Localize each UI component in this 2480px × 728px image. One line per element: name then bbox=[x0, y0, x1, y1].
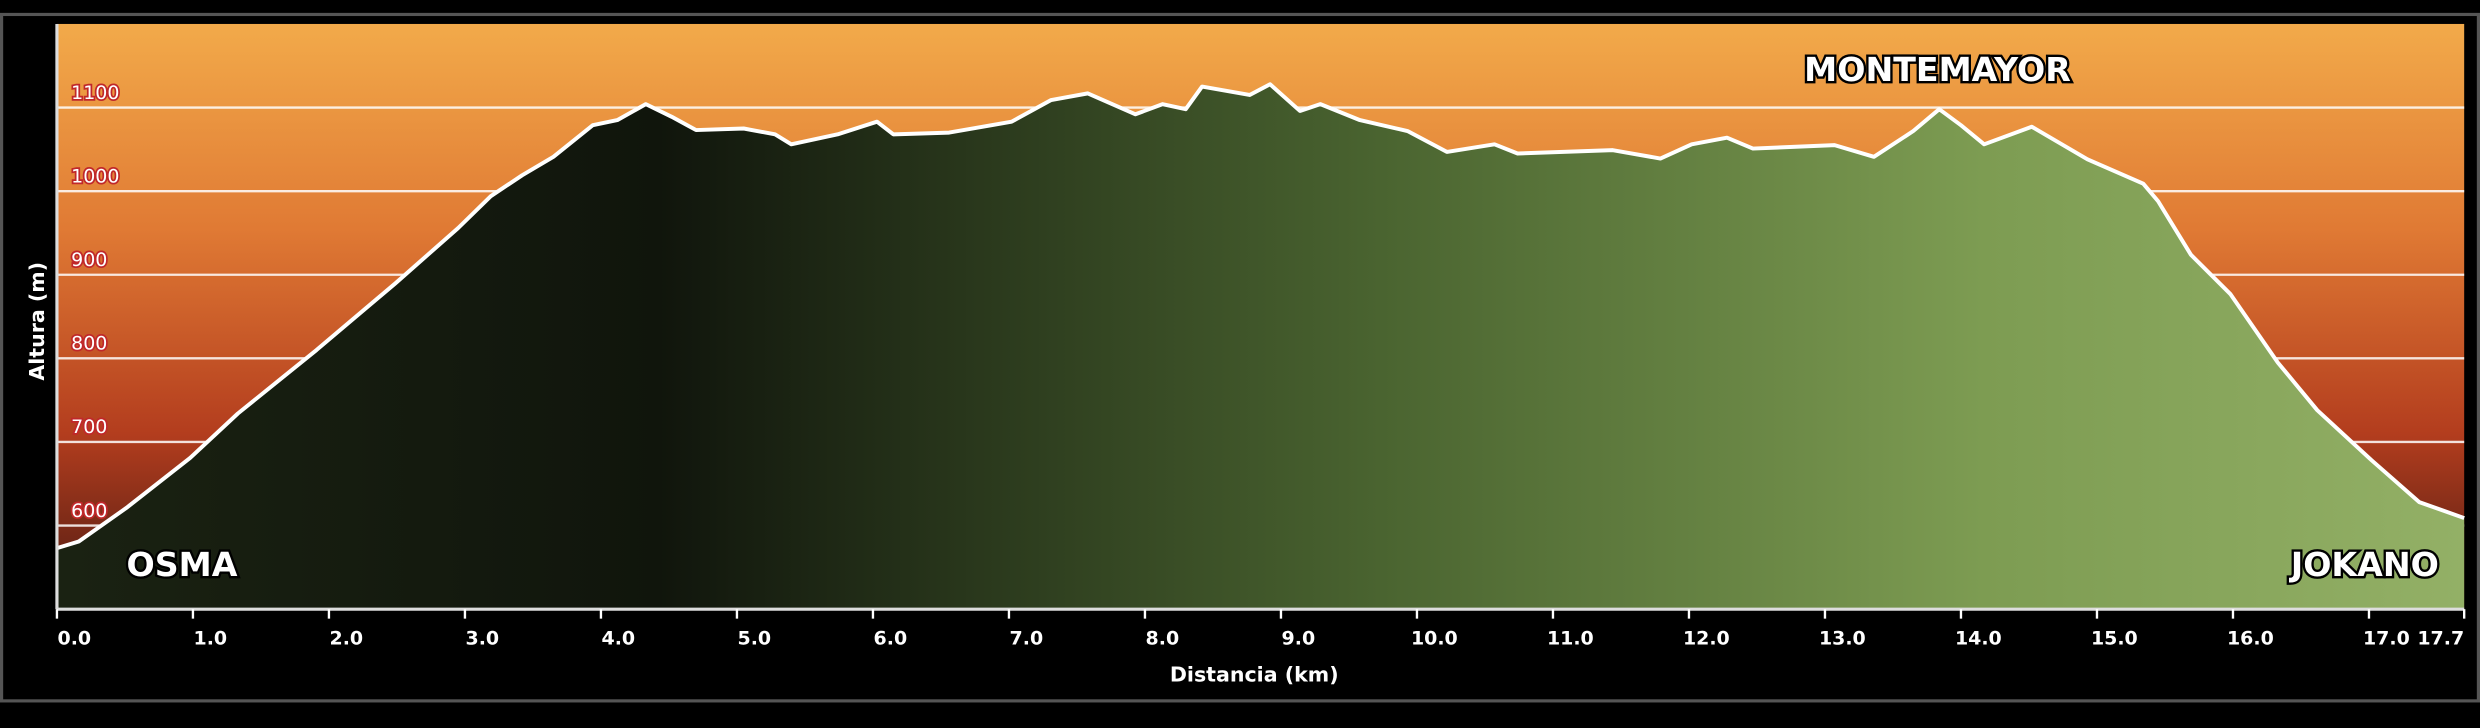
y-tick-label: 1100 bbox=[71, 82, 119, 104]
x-tick-label: 15.0 bbox=[2091, 628, 2138, 650]
x-tick-label: 2.0 bbox=[330, 628, 364, 650]
place-label: MONTEMAYOR bbox=[1804, 50, 2071, 89]
profile-line bbox=[56, 82, 2465, 550]
x-tick-label: 5.0 bbox=[738, 628, 772, 650]
x-tick-label: 1.0 bbox=[194, 628, 228, 650]
frame bbox=[0, 12, 2480, 703]
x-tick-label: 12.0 bbox=[1683, 628, 1730, 650]
y-tick-label: 700 bbox=[71, 416, 107, 438]
y-axis-title: Altura (m) bbox=[25, 262, 49, 381]
x-tick-label: 17.7 bbox=[2417, 628, 2464, 650]
place-label: OSMA bbox=[127, 545, 238, 584]
x-tick-label: 7.0 bbox=[1010, 628, 1044, 650]
y-tick-label: 600 bbox=[71, 500, 107, 522]
x-tick-label: 14.0 bbox=[1955, 628, 2002, 650]
x-tick-label: 17.0 bbox=[2363, 628, 2410, 650]
x-tick-label: 0.0 bbox=[58, 628, 92, 650]
x-tick-label: 3.0 bbox=[466, 628, 500, 650]
x-tick-label: 11.0 bbox=[1547, 628, 1594, 650]
x-tick-label: 16.0 bbox=[2227, 628, 2274, 650]
y-tick-label: 800 bbox=[71, 333, 107, 355]
x-tick-label: 8.0 bbox=[1146, 628, 1180, 650]
place-label: JOKANO bbox=[2289, 545, 2439, 584]
x-tick-label: 10.0 bbox=[1411, 628, 1458, 650]
area bbox=[56, 84, 2465, 610]
x-tick-label: 4.0 bbox=[602, 628, 636, 650]
y-tick-label: 900 bbox=[71, 249, 107, 271]
x-tick-label: 9.0 bbox=[1282, 628, 1316, 650]
x-axis-title: Distancia (km) bbox=[1170, 663, 1339, 687]
x-tick-label: 13.0 bbox=[1819, 628, 1866, 650]
y-tick-label: 1000 bbox=[71, 165, 119, 187]
x-tick-label: 6.0 bbox=[874, 628, 908, 650]
